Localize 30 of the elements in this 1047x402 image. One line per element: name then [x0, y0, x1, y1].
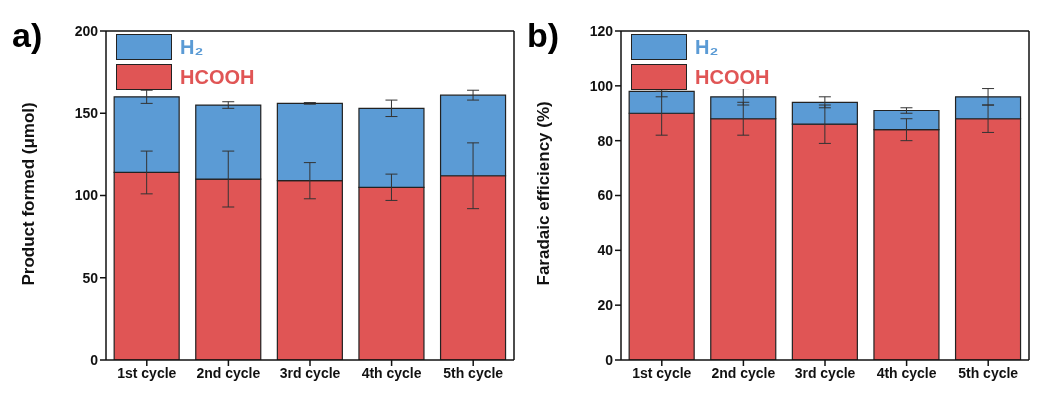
y-tick-label: 120	[589, 22, 614, 39]
y-tick-label: 20	[597, 297, 614, 314]
y-axis-title: Product formed (μmol)	[19, 102, 39, 286]
x-tick-label: 5th cycle	[958, 364, 1019, 381]
x-tick-label: 1st cycle	[632, 364, 692, 381]
y-tick-label: 80	[597, 132, 614, 149]
y-tick-label: 200	[74, 22, 99, 39]
x-tick-label: 3rd cycle	[279, 364, 341, 381]
x-tick-label: 1st cycle	[117, 364, 177, 381]
x-tick-label: 3rd cycle	[794, 364, 856, 381]
y-axis-title: Faradaic efficiency (%)	[534, 101, 554, 286]
x-tick-label: 5th cycle	[443, 364, 504, 381]
y-tick-label: 60	[597, 187, 614, 204]
chart-title: b)	[527, 16, 560, 55]
legend-label: HCOOH	[178, 65, 257, 89]
y-tick-label: 100	[74, 187, 99, 204]
x-tick-label: 2nd cycle	[711, 364, 776, 381]
y-tick-label: 0	[605, 351, 614, 368]
y-tick-label: 40	[597, 242, 614, 259]
y-tick-label: 50	[82, 269, 99, 286]
y-tick-label: 0	[90, 351, 99, 368]
x-tick-label: 4th cycle	[361, 364, 422, 381]
legend-label: H₂	[693, 35, 721, 59]
y-tick-label: 150	[74, 105, 99, 122]
x-tick-label: 2nd cycle	[196, 364, 261, 381]
x-tick-label: 4th cycle	[876, 364, 937, 381]
chart-title: a)	[12, 16, 43, 55]
legend-label: HCOOH	[693, 65, 772, 89]
y-tick-label: 100	[589, 77, 614, 94]
legend-label: H₂	[178, 35, 206, 59]
